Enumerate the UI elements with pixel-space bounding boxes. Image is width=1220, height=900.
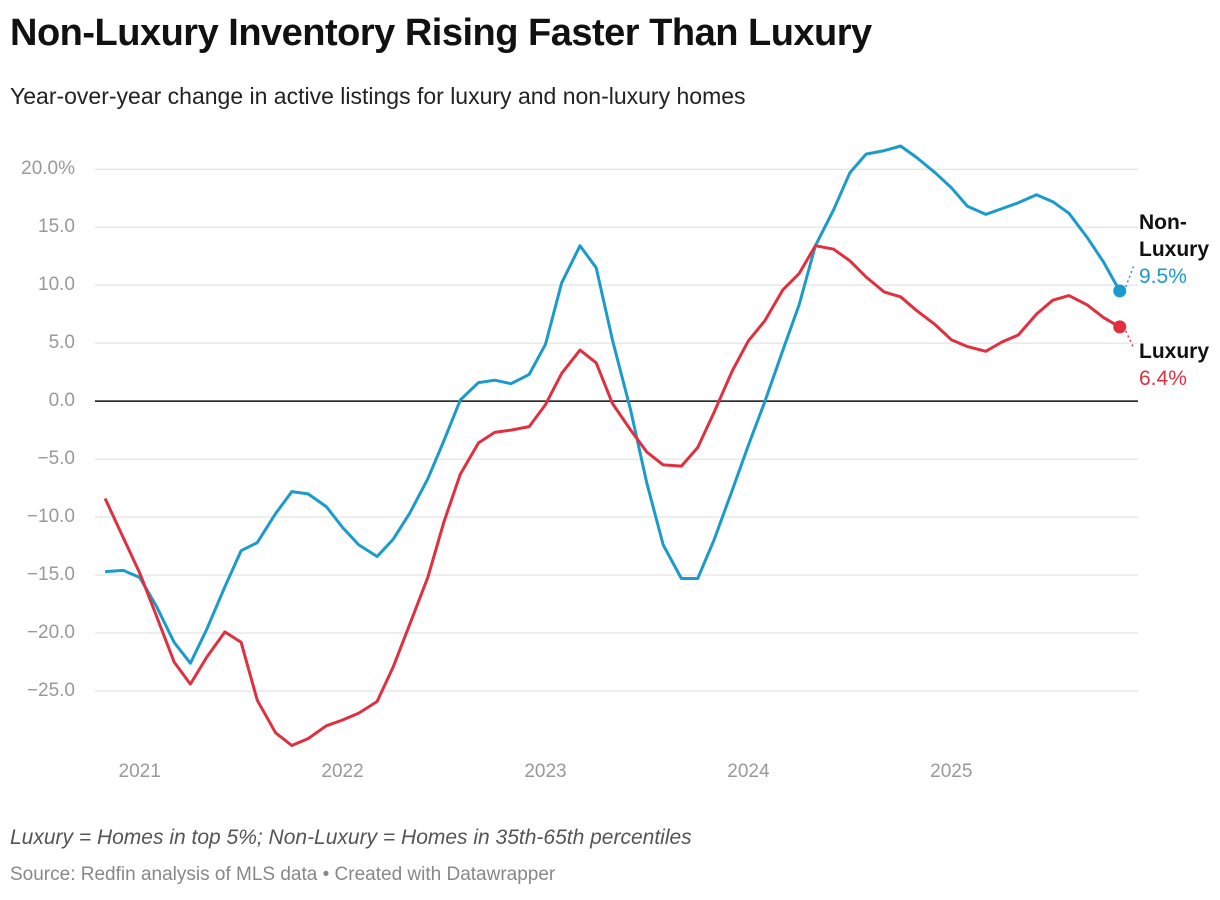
chart-note: Luxury = Homes in top 5%; Non-Luxury = H… bbox=[10, 826, 692, 849]
chart-title: Non-Luxury Inventory Rising Faster Than … bbox=[10, 12, 872, 54]
x-tick-label: 2022 bbox=[321, 761, 363, 782]
legend-label: Luxury bbox=[1139, 339, 1210, 363]
chart-subtitle: Year-over-year change in active listings… bbox=[10, 83, 746, 109]
end-point bbox=[1113, 320, 1127, 334]
y-tick-label: 15.0 bbox=[38, 216, 75, 237]
y-tick-label: −20.0 bbox=[27, 622, 75, 643]
y-tick-label: −15.0 bbox=[27, 564, 75, 585]
value-label: 9.5% bbox=[1139, 264, 1187, 288]
end-point bbox=[1113, 284, 1127, 298]
y-tick-label: 20.0% bbox=[21, 158, 75, 179]
y-tick-label: −5.0 bbox=[37, 448, 75, 469]
x-tick-label: 2025 bbox=[930, 761, 972, 782]
leader-line bbox=[1125, 264, 1135, 288]
y-tick-label: 5.0 bbox=[49, 332, 75, 353]
series-line bbox=[105, 144, 1122, 665]
value-label: 6.4% bbox=[1139, 366, 1187, 390]
y-tick-label: −25.0 bbox=[27, 680, 75, 701]
leader-line bbox=[1125, 330, 1135, 350]
y-tick-label: 0.0 bbox=[49, 390, 75, 411]
x-tick-label: 2021 bbox=[119, 761, 161, 782]
x-tick-label: 2023 bbox=[524, 761, 566, 782]
series-line bbox=[103, 244, 1121, 747]
chart-source: Source: Redfin analysis of MLS data • Cr… bbox=[10, 864, 556, 885]
legend-label: Non-Luxury bbox=[1139, 210, 1210, 261]
series-end-label: Luxury 6.4% bbox=[1139, 338, 1219, 392]
chart: 20.0% 15.0 10.0 5.0 0.0 −5.0 −10.0 −15.0 −20.0 −2… bbox=[21, 144, 1138, 782]
x-tick-label: 2024 bbox=[727, 761, 770, 782]
series-end-label: Non-Luxury 9.5% bbox=[1139, 209, 1219, 290]
y-tick-label: 10.0 bbox=[38, 274, 75, 295]
y-tick-label: −10.0 bbox=[27, 506, 75, 527]
